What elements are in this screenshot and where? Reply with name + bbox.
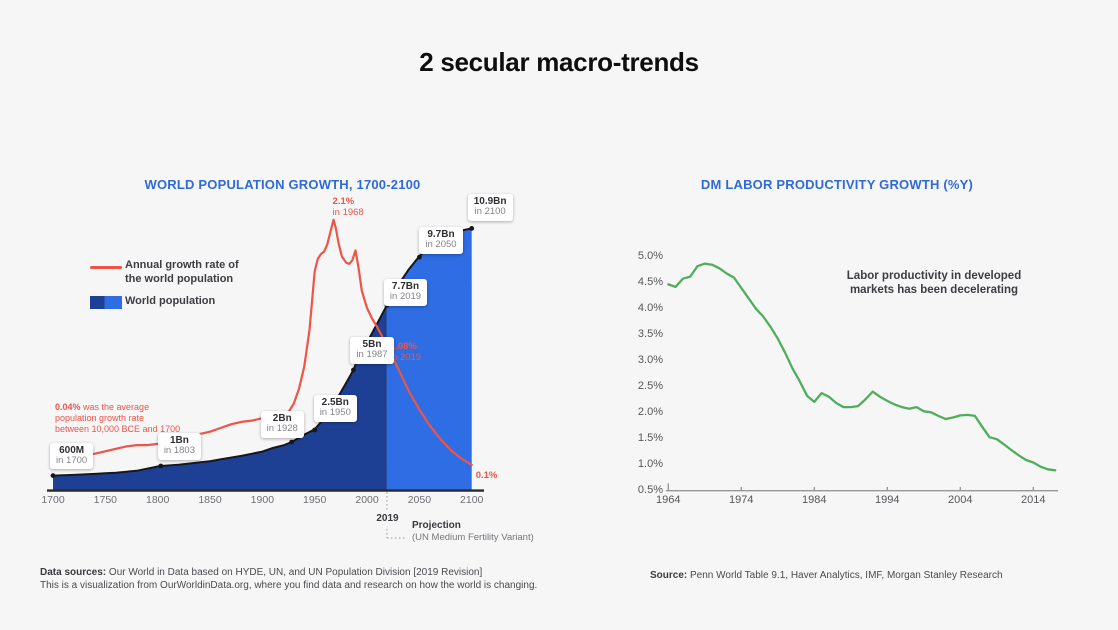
- y-axis-tick-label: 3.0%: [637, 354, 663, 366]
- annotation-line1: Labor productivity in developed: [846, 270, 1022, 282]
- x-axis-tick-label: 2014: [1021, 493, 1046, 506]
- data-point-marker: [351, 367, 356, 373]
- y-axis-tick-label: 5.0%: [637, 250, 663, 263]
- growth-note-line1: was the average: [80, 402, 150, 412]
- y-axis-tick-label: 1.5%: [637, 431, 663, 444]
- point-callout: 10.9Bn in 2100: [467, 194, 513, 221]
- projection-sublabel: (UN Medium Fertility Variant): [412, 532, 534, 543]
- callout-value: 2.5Bn: [321, 397, 349, 408]
- projection-year-label: 2019: [376, 513, 399, 524]
- callout-year: in 1987: [356, 349, 388, 360]
- growth-rate-label: 2.1% in 1968: [333, 196, 364, 218]
- callout-value: 1Bn: [169, 435, 189, 446]
- projection-label: Projection: [412, 520, 461, 531]
- growth-rate-line-swatch: [90, 266, 122, 269]
- callout-year: in 2019: [389, 291, 422, 303]
- right-source-text: Penn World Table 9.1, Haver Analytics, I…: [687, 570, 1003, 581]
- population-area-projection: [386, 228, 472, 490]
- point-callout: 600M in 1700: [50, 442, 94, 470]
- callout-value: 10.9Bn: [473, 196, 507, 208]
- x-axis-tick-label: 1994: [875, 493, 900, 506]
- data-point-marker: [384, 302, 390, 308]
- left-chart-title: WORLD POPULATION GROWTH, 1700-2100: [144, 177, 421, 192]
- y-axis-tick-label: 1.0%: [637, 457, 663, 470]
- y-axis-tick-label: 4.5%: [637, 276, 663, 289]
- point-callout: 2.5Bn in 1950: [313, 395, 357, 422]
- rate-label-value: 2.1%: [332, 195, 355, 207]
- population-area-historical: [53, 305, 387, 490]
- callout-value: 600M: [59, 444, 85, 456]
- data-point-marker: [469, 226, 475, 231]
- data-point-marker: [50, 473, 56, 478]
- growth-rate-legend-line2: the world population: [125, 273, 234, 285]
- x-axis-tick-label: 1984: [802, 493, 827, 506]
- historical-growth-note: 0.04% was the average population growth …: [55, 402, 185, 435]
- callout-year: in 1950: [319, 407, 351, 418]
- x-axis-tick-label: 1964: [656, 493, 681, 506]
- y-axis-tick-label: 3.5%: [637, 328, 663, 341]
- x-axis-tick-label: 1974: [729, 493, 754, 506]
- callout-value: 5Bn: [362, 339, 382, 350]
- right-chart-title: DM LABOR PRODUCTIVITY GROWTH (%Y): [700, 177, 974, 192]
- rate-label-value: 1.08%: [389, 340, 417, 352]
- growth-note-value: 0.04%: [55, 402, 81, 412]
- x-axis-tick-label: 1900: [250, 494, 275, 506]
- callout-year: in 2050: [425, 239, 457, 251]
- productivity-annotation: Labor productivity in developed markets …: [826, 270, 1042, 297]
- callout-year: in 1803: [163, 445, 195, 456]
- rate-label-year: in 1968: [332, 206, 364, 218]
- y-axis-tick-label: 2.5%: [637, 379, 663, 392]
- x-axis-tick-label: 2100: [460, 494, 484, 506]
- x-axis-tick-label: 2000: [355, 494, 379, 506]
- population-area-swatch: [90, 296, 122, 309]
- y-axis-tick-label: 4.0%: [637, 302, 663, 315]
- x-axis-tick-label: 1750: [93, 494, 118, 506]
- right-source-prefix: Source:: [650, 570, 688, 581]
- point-callout: 9.7Bn in 2050: [419, 227, 463, 254]
- x-axis-tick-label: 1850: [198, 494, 222, 506]
- left-source-line2: This is a visualization from OurWorldinD…: [40, 580, 538, 591]
- x-axis-tick-label: 1700: [41, 494, 65, 506]
- page-title: 2 secular macro-trends: [419, 47, 699, 77]
- point-callout: 7.7Bn in 2019: [383, 279, 428, 306]
- callout-year: in 1700: [56, 454, 88, 466]
- callout-value: 7.7Bn: [391, 281, 420, 293]
- data-point-marker: [289, 439, 295, 445]
- x-axis-tick-label: 1950: [303, 494, 327, 506]
- population-legend-label: World population: [125, 295, 216, 307]
- growth-rate-legend-line1: Annual growth rate of: [125, 259, 239, 271]
- growth-rate-legend-label: Annual growth rate of the world populati…: [125, 258, 239, 286]
- growth-note-line3: between 10,000 BCE and 1700: [55, 424, 181, 434]
- rate-label-year: in 2019: [389, 351, 422, 363]
- annotation-line2: markets has been decelerating: [849, 283, 1019, 296]
- x-axis-tick-label: 2004: [948, 493, 973, 506]
- growth-rate-label: 1.08% in 2019: [390, 341, 421, 363]
- x-axis-tick-label: 2050: [407, 494, 432, 506]
- growth-rate-label: 0.1%: [476, 470, 498, 481]
- point-callout: 1Bn in 1803: [157, 433, 201, 460]
- data-point-marker: [416, 254, 422, 260]
- callout-year: in 2100: [474, 206, 506, 218]
- data-point-marker: [312, 427, 318, 433]
- data-point-marker: [158, 463, 164, 469]
- left-source-note: Data sources: Our World in Data based on…: [40, 566, 537, 592]
- left-source-text: Our World in Data based on HYDE, UN, and…: [106, 567, 483, 578]
- y-axis-tick-label: 2.0%: [637, 405, 663, 418]
- x-axis-tick-label: 1800: [145, 494, 170, 506]
- left-source-prefix: Data sources:: [40, 567, 107, 578]
- rate-label-value: 0.1%: [475, 469, 498, 481]
- growth-note-line2: population growth rate: [55, 413, 145, 423]
- point-callout: 2Bn in 1928: [260, 411, 304, 438]
- point-callout: 5Bn in 1987: [350, 337, 394, 364]
- y-axis-tick-label: 0.5%: [637, 483, 663, 496]
- callout-value: 9.7Bn: [427, 229, 455, 241]
- callout-value: 2Bn: [272, 413, 292, 424]
- right-source-note: Source: Penn World Table 9.1, Haver Anal…: [650, 569, 1003, 582]
- callout-year: in 1928: [266, 423, 298, 434]
